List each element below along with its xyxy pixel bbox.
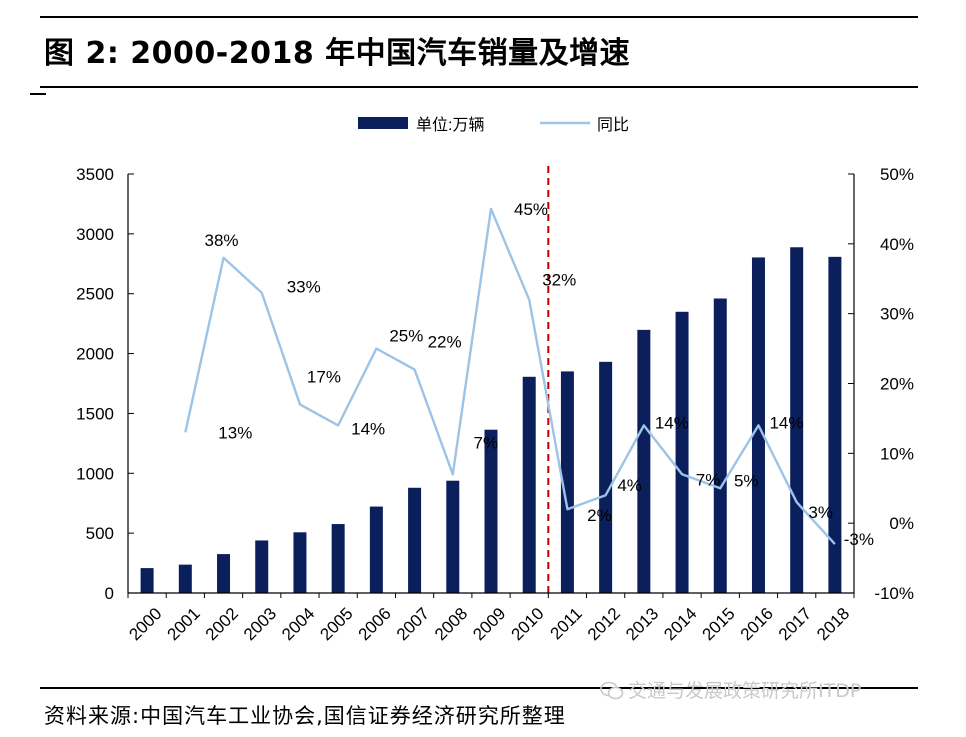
tick-label-left-500: 500	[86, 524, 114, 543]
x-tick-label-2011: 2011	[547, 604, 586, 643]
tick-label-left-1500: 1500	[76, 404, 114, 423]
x-tick-label-2009: 2009	[469, 604, 509, 644]
bar-2007	[408, 487, 422, 593]
watermark-text: 交通与发展政策研究所ITDP	[628, 680, 862, 702]
bar-2013	[637, 329, 651, 593]
tick-label-left-3000: 3000	[76, 225, 114, 244]
tick-label-left-2500: 2500	[76, 285, 114, 304]
growth-label-2008: 7%	[474, 433, 499, 452]
title-dash	[30, 93, 46, 95]
bar-2012	[599, 361, 613, 593]
bar-2014	[675, 311, 689, 593]
bar-2000	[140, 568, 154, 593]
x-tick-label-2014: 2014	[660, 604, 700, 644]
x-tick-label-2005: 2005	[316, 604, 356, 644]
legend-line-label: 同比	[597, 116, 629, 134]
x-tick-label-2008: 2008	[431, 604, 471, 644]
tick-label-right-0%: 0%	[889, 514, 914, 533]
tick-label-right-50%: 50%	[880, 165, 914, 184]
growth-label-2003: 33%	[287, 278, 321, 297]
bar-2005	[331, 524, 345, 593]
growth-label-2017: 3%	[808, 503, 833, 522]
x-tick-label-2012: 2012	[584, 604, 624, 644]
bar-2011	[560, 371, 574, 593]
growth-label-2012: 4%	[617, 476, 642, 495]
growth-label-2016: 14%	[769, 413, 803, 432]
growth-label-2006: 25%	[389, 327, 423, 346]
tick-label-left-1000: 1000	[76, 464, 114, 483]
growth-label-2001: 13%	[218, 423, 252, 442]
tick-label-left-0: 0	[105, 584, 114, 603]
bar-2004	[293, 532, 307, 593]
bar-2001	[178, 564, 192, 593]
bar-2003	[255, 540, 269, 593]
legend-bar-label: 单位:万辆	[416, 116, 484, 134]
bar-2015	[713, 298, 727, 593]
growth-label-2004: 17%	[307, 367, 341, 386]
growth-label-2009: 45%	[514, 200, 548, 219]
watermark: 交通与发展政策研究所ITDP	[600, 676, 861, 703]
title-bottom-rule	[40, 86, 918, 88]
growth-label-2015: 5%	[734, 471, 759, 490]
growth-label-2002: 38%	[205, 231, 239, 250]
tick-label-left-2000: 2000	[76, 345, 114, 364]
legend-bar-swatch	[358, 117, 408, 129]
x-tick-label-2003: 2003	[240, 604, 280, 644]
source-note: 资料来源:中国汽车工业协会,国信证券经济研究所整理	[44, 704, 566, 728]
bar-2006	[369, 506, 383, 593]
growth-label-2018: -3%	[844, 530, 874, 549]
tick-label-left-3500: 3500	[76, 165, 114, 184]
x-tick-label-2018: 2018	[813, 604, 853, 644]
x-tick-label-2010: 2010	[507, 604, 547, 644]
bar-2002	[217, 554, 231, 593]
bar-2010	[522, 376, 536, 593]
legend: 单位:万辆 同比	[358, 116, 629, 134]
bar-2009	[484, 429, 498, 593]
bar-series	[140, 247, 842, 593]
tick-label-right--10%: -10%	[874, 584, 914, 603]
growth-line	[184, 207, 836, 545]
x-tick-label-2002: 2002	[202, 604, 242, 644]
growth-label-2010: 32%	[542, 271, 576, 290]
source-top-rule	[40, 687, 918, 689]
tick-label-right-30%: 30%	[880, 305, 914, 324]
sales-growth-chart: 单位:万辆 同比 13% 38% 33% 17% 14% 25% 22% 7% 45% 32% 2% 4…	[76, 116, 914, 644]
x-tick-label-2006: 2006	[355, 604, 395, 644]
tick-label-right-10%: 10%	[880, 444, 914, 463]
data-labels: 13% 38% 33% 17% 14% 25% 22% 7% 45% 32% 2% 4% 14% 7% 5%…	[205, 200, 875, 549]
growth-label-2013: 14%	[655, 413, 689, 432]
x-tick-label-2015: 2015	[699, 604, 739, 644]
x-tick-label-2017: 2017	[775, 604, 815, 644]
title-top-rule	[40, 16, 918, 18]
wechat-icon	[600, 681, 624, 700]
tick-label-right-20%: 20%	[880, 375, 914, 394]
x-tick-label-2004: 2004	[278, 604, 318, 644]
growth-label-2007: 22%	[428, 333, 462, 352]
tick-label-right-40%: 40%	[880, 235, 914, 254]
bar-2018	[828, 256, 842, 593]
figure-title: 图 2: 2000-2018 年中国汽车销量及增速	[44, 36, 631, 71]
x-tick-label-2001: 2001	[164, 604, 204, 644]
growth-label-2011: 2%	[587, 506, 612, 525]
x-tick-label-2000: 2000	[125, 604, 165, 644]
growth-label-2005: 14%	[351, 419, 385, 438]
bar-2008	[446, 480, 460, 593]
growth-label-2014: 7%	[696, 470, 721, 489]
line-series	[184, 207, 836, 545]
x-tick-label-2007: 2007	[393, 604, 433, 644]
x-tick-label-2013: 2013	[622, 604, 662, 644]
x-tick-label-2016: 2016	[737, 604, 777, 644]
